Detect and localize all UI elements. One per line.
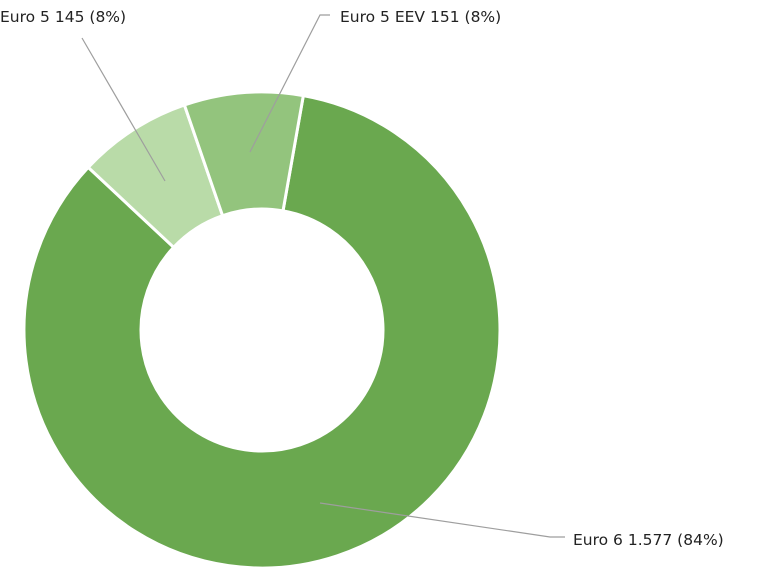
category-name: Euro 5 — [0, 8, 50, 26]
category-name: Euro 6 — [573, 531, 623, 549]
donut-slice — [182, 90, 306, 218]
leader-line — [319, 502, 565, 538]
value-label: 151 — [430, 8, 460, 26]
category-name: Euro 5 EEV — [340, 8, 425, 26]
leader-line — [249, 14, 330, 153]
percentage-label: (8%) — [89, 8, 126, 26]
slice-label: Euro 5 145 (8%) — [0, 8, 126, 26]
value-label: 1.577 — [628, 531, 672, 549]
percentage-label: (8%) — [465, 8, 502, 26]
donut-slice — [22, 93, 502, 568]
slice-label: Euro 5 EEV 151 (8%) — [340, 8, 501, 26]
value-label: 145 — [55, 8, 85, 26]
leader-line — [81, 37, 166, 182]
percentage-label: (84%) — [677, 531, 724, 549]
slice-label: Euro 6 1.577 (84%) — [573, 531, 724, 549]
